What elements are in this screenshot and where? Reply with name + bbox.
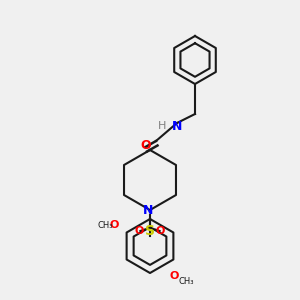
Text: H: H	[158, 121, 166, 131]
Text: CH₃: CH₃	[178, 278, 194, 286]
Text: O: O	[140, 139, 151, 152]
Text: O: O	[109, 220, 119, 230]
Text: O: O	[169, 271, 179, 281]
Text: N: N	[143, 203, 154, 217]
Text: S: S	[145, 224, 155, 238]
Text: CH₃: CH₃	[97, 220, 113, 230]
Text: O: O	[156, 226, 165, 236]
Text: N: N	[172, 119, 182, 133]
Text: O: O	[135, 226, 144, 236]
